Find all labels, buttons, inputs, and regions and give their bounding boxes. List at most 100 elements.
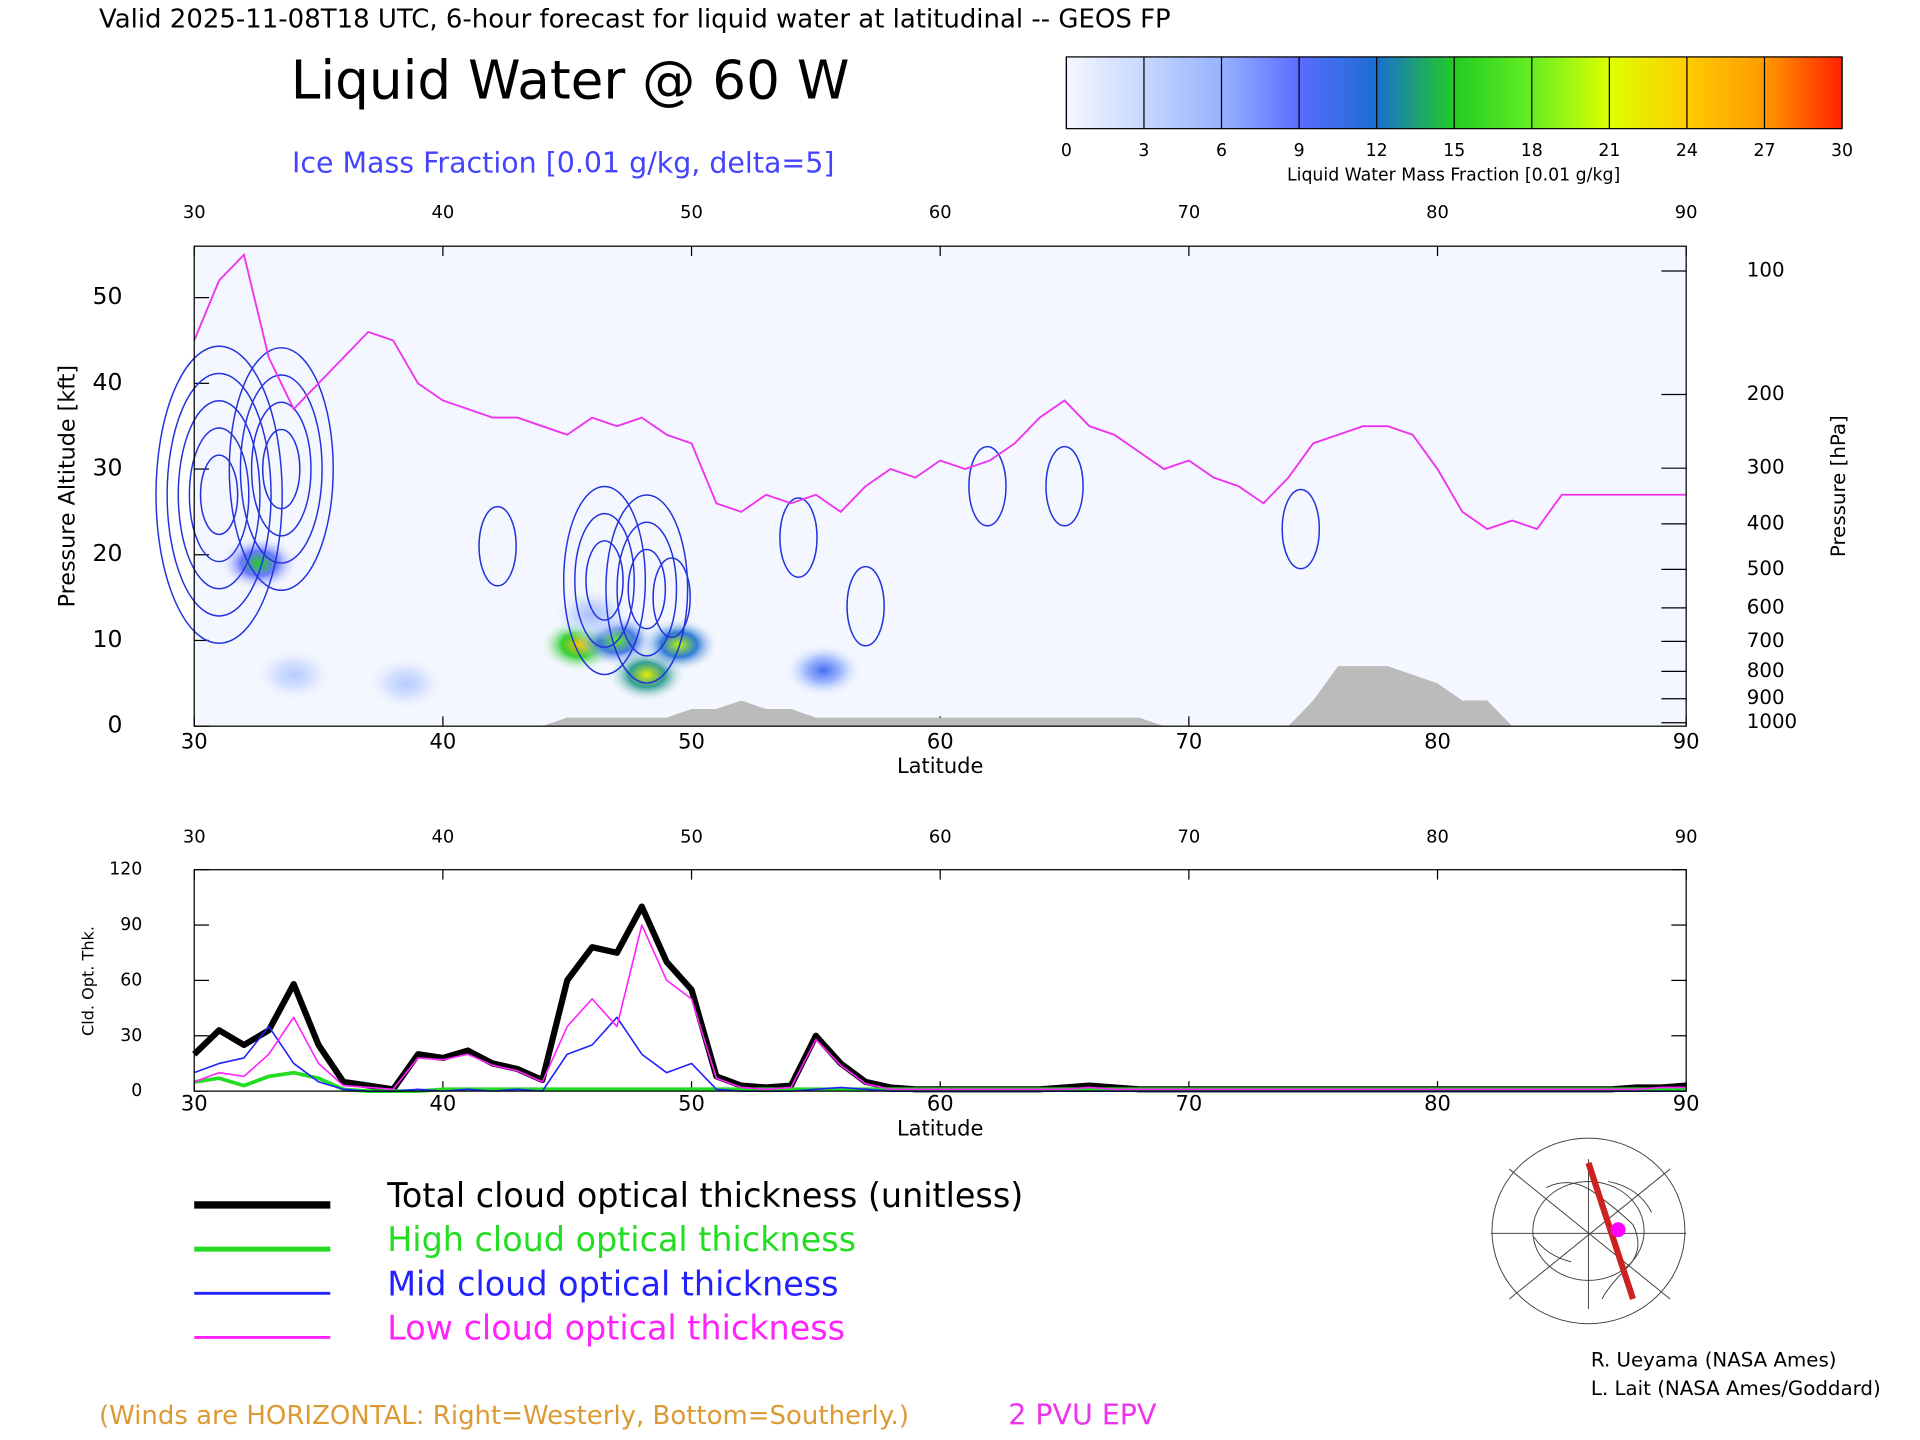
y-tick-label: 50 (93, 282, 123, 310)
legend-label: High cloud optical thickness (387, 1220, 856, 1259)
x-top-tick-label: 30 (183, 202, 206, 223)
main-title: Liquid Water @ 60 W (291, 50, 850, 112)
colorbar-tick-label: 24 (1676, 141, 1698, 161)
plot-frame (193, 869, 1687, 1092)
legend-label: Low cloud optical thickness (387, 1309, 845, 1348)
y2-tick-label: 300 (1747, 456, 1785, 479)
ice-contour (605, 494, 689, 684)
colorbar-tick-label: 27 (1753, 141, 1775, 161)
terrain (194, 666, 1687, 727)
colorbar-tick-label: 21 (1598, 141, 1620, 161)
ice-contour (585, 540, 624, 621)
ice-contour (627, 548, 667, 630)
liquid-water-blob (366, 656, 446, 711)
x-axis-label: Latitude (897, 1115, 984, 1140)
y2-tick-label: 800 (1747, 659, 1785, 682)
ice-contour (261, 428, 301, 510)
y2-tick-label: 100 (1747, 259, 1785, 282)
series-line (193, 924, 1687, 1091)
x-tick-label: 30 (181, 1091, 208, 1116)
colorbar-tick-label: 12 (1366, 141, 1388, 161)
ice-contour (228, 347, 334, 592)
ice-contour (188, 427, 250, 563)
ice-contour (562, 485, 647, 676)
y2-tick-label: 700 (1747, 629, 1785, 652)
plot-area (194, 246, 1687, 727)
epv-legend: 2 PVU EPV (1008, 1398, 1157, 1431)
y-tick-label: 120 (109, 860, 142, 880)
x-top-tick-label: 80 (1426, 827, 1449, 848)
ice-contour (968, 445, 1007, 527)
x-top-tick-label: 60 (929, 827, 952, 848)
x-top-tick-label: 30 (183, 827, 206, 848)
x-tick-label: 40 (430, 1091, 457, 1116)
credit: L. Lait (NASA Ames/Goddard) (1591, 1377, 1881, 1400)
ice-contour (478, 505, 517, 587)
y-axis-label: Cld. Opt. Thk. (79, 926, 98, 1036)
y-tick-label: 60 (120, 970, 142, 990)
y2-tick-label: 600 (1747, 595, 1785, 618)
x-tick-label: 80 (1424, 1091, 1451, 1116)
x-top-tick-label: 60 (929, 202, 952, 223)
y2-tick-label: 500 (1747, 557, 1785, 580)
liquid-water-blob (219, 536, 299, 591)
y2-axis-label: Pressure [hPa] (1827, 415, 1850, 557)
x-tick-label: 90 (1673, 1091, 1700, 1116)
x-top-tick-label: 70 (1177, 202, 1200, 223)
colorbar-label: Liquid Water Mass Fraction [0.01 g/kg] (1287, 166, 1620, 186)
x-top-tick-label: 70 (1177, 827, 1200, 848)
y-tick-label: 10 (93, 625, 123, 653)
colorbar-tick-label: 15 (1443, 141, 1465, 161)
colorbar-tick-label: 30 (1831, 141, 1853, 161)
x-axis-label: Latitude (897, 753, 984, 778)
x-top-tick-label: 40 (432, 827, 455, 848)
colorbar-tick-label: 18 (1521, 141, 1543, 161)
colorbar-tick-label: 6 (1216, 141, 1227, 161)
y2-tick-label: 900 (1747, 686, 1785, 709)
x-tick-label: 70 (1175, 1091, 1202, 1116)
y-axis-label: Pressure Altitude [kft] (55, 365, 81, 608)
ice-contour (1281, 488, 1321, 570)
x-tick-label: 70 (1175, 728, 1202, 753)
ice-contour (250, 401, 312, 537)
ice-contour (199, 454, 239, 536)
subtitle: Ice Mass Fraction [0.01 g/kg, delta=5] (292, 147, 834, 180)
x-tick-label: 40 (430, 728, 457, 753)
y-tick-label: 0 (131, 1081, 142, 1101)
colorbar-tick-label: 3 (1138, 141, 1149, 161)
y2-tick-label: 400 (1747, 511, 1785, 534)
y-tick-label: 30 (93, 454, 123, 482)
legend-label: Mid cloud optical thickness (387, 1264, 838, 1303)
legend-label: Total cloud optical thickness (unitless) (386, 1176, 1023, 1215)
y-tick-label: 20 (93, 539, 123, 567)
ice-contour (166, 372, 272, 617)
ice-contour (616, 521, 678, 657)
epv-line (193, 252, 1687, 531)
ice-contour (779, 497, 818, 578)
y-tick-label: 0 (108, 711, 123, 739)
colorbar-tick-label: 9 (1294, 141, 1305, 161)
x-tick-label: 30 (181, 728, 208, 753)
winds-note: (Winds are HORIZONTAL: Right=Westerly, B… (99, 1401, 909, 1431)
y-tick-label: 40 (93, 368, 123, 396)
plot-frame (193, 245, 1687, 727)
ice-contour (1045, 445, 1084, 527)
liquid-water-blob (254, 647, 334, 702)
ice-contour (177, 399, 261, 590)
x-top-tick-label: 90 (1675, 827, 1698, 848)
ice-contour (574, 512, 635, 649)
header-title: Valid 2025-11-08T18 UTC, 6-hour forecast… (99, 4, 1171, 34)
x-top-tick-label: 50 (680, 202, 703, 223)
y-tick-label: 30 (120, 1026, 142, 1046)
y2-tick-label: 1000 (1747, 710, 1797, 733)
x-tick-label: 80 (1424, 728, 1451, 753)
x-tick-label: 90 (1673, 728, 1700, 753)
x-top-tick-label: 80 (1426, 202, 1449, 223)
x-top-tick-label: 50 (680, 827, 703, 848)
y-tick-label: 90 (120, 915, 142, 935)
x-tick-label: 50 (678, 728, 705, 753)
ice-contour (652, 557, 691, 638)
locator-map (1490, 1137, 1687, 1325)
